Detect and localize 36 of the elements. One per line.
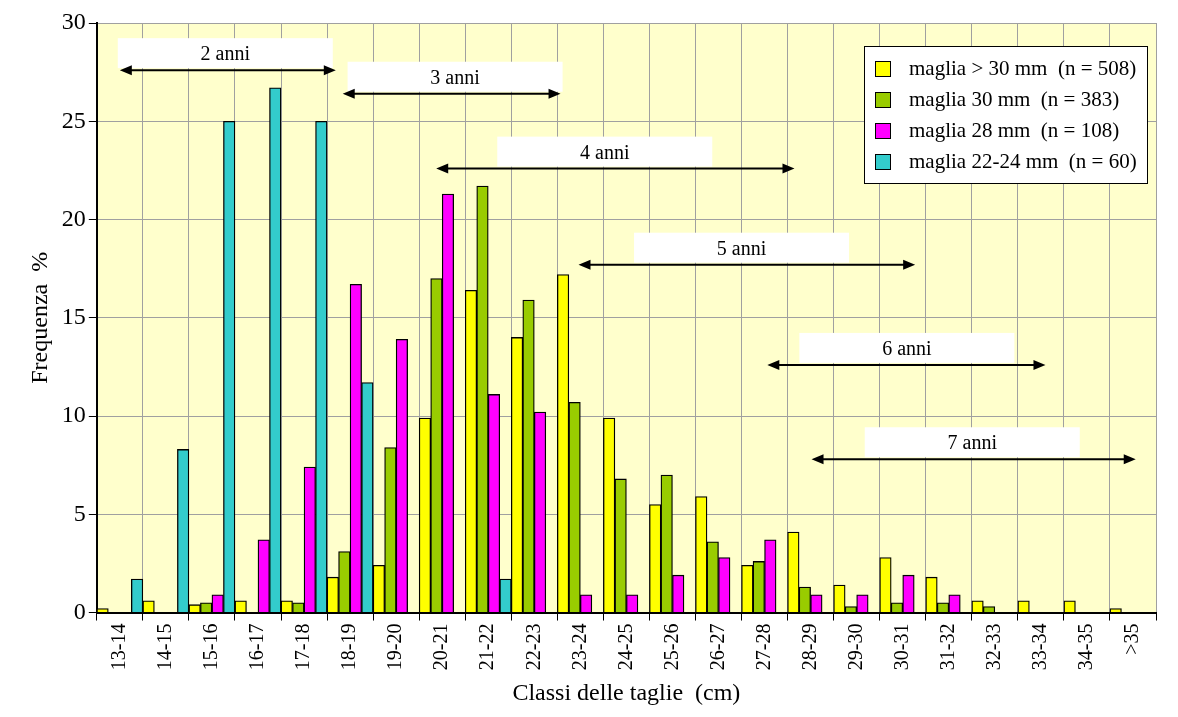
y-tick-label: 25 (61, 106, 86, 133)
legend-label: maglia 28 mm (n = 108) (909, 117, 1120, 144)
x-tick-label: >35 (1120, 623, 1143, 655)
x-tick-label: 24-25 (613, 623, 636, 671)
y-tick-label: 30 (61, 8, 86, 35)
y-tick-label: 15 (61, 303, 86, 330)
x-tick-label: 32-33 (982, 623, 1005, 671)
x-tick-label: 33-34 (1028, 623, 1051, 671)
x-tick-label: 22-23 (521, 623, 544, 671)
x-tick-label: 30-31 (889, 623, 912, 671)
x-tick-label: 28-29 (797, 623, 820, 671)
x-tick-label: 25-26 (659, 623, 682, 671)
x-tick-label: 27-28 (751, 623, 774, 671)
y-axis-title: Frequenza % (25, 251, 52, 384)
x-tick-label: 26-27 (705, 623, 728, 671)
x-tick-label: 13-14 (107, 623, 130, 671)
x-tick-label: 23-24 (567, 623, 590, 671)
x-tick-label: 19-20 (383, 623, 406, 671)
y-tick-label: 0 (73, 597, 86, 624)
x-tick-label: 16-17 (245, 623, 268, 671)
x-tick-label: 15-16 (199, 623, 222, 671)
x-tick-label: 29-30 (843, 623, 866, 671)
legend-label: maglia 22-24 mm (n = 60) (909, 148, 1137, 175)
x-tick-label: 31-32 (936, 623, 959, 671)
x-tick-label: 17-18 (291, 623, 314, 671)
legend-label: maglia 30 mm (n = 383) (909, 86, 1120, 113)
x-tick-label: 18-19 (337, 623, 360, 671)
x-tick-label: 21-22 (475, 623, 498, 671)
legend-label: maglia > 30 mm (n = 508) (909, 55, 1137, 82)
x-axis-title: Classi delle taglie (cm) (512, 678, 741, 705)
x-tick-label: 34-35 (1074, 623, 1097, 671)
y-tick-label: 20 (61, 204, 86, 231)
x-tick-label: 20-21 (429, 623, 452, 671)
y-tick-label: 10 (61, 401, 86, 428)
x-tick-label: 14-15 (153, 623, 176, 671)
y-tick-label: 5 (73, 499, 86, 526)
